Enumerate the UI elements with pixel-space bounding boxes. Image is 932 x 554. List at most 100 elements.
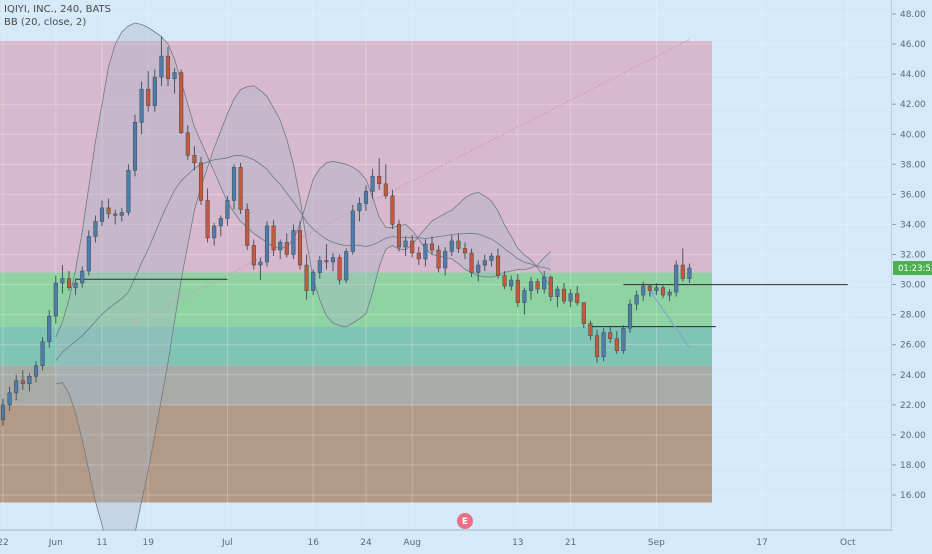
candle xyxy=(469,248,474,278)
candle xyxy=(495,248,501,279)
candle-body xyxy=(542,276,547,290)
candle xyxy=(542,271,547,294)
candle-body xyxy=(198,162,204,201)
price-zone-4 xyxy=(0,404,712,503)
candle xyxy=(561,283,567,305)
candle-body xyxy=(212,225,217,239)
candle-body xyxy=(40,341,45,366)
earnings-marker[interactable]: E xyxy=(457,513,473,529)
candle-body xyxy=(377,176,382,185)
candle-body xyxy=(165,55,171,79)
candle-body xyxy=(489,255,494,261)
candle xyxy=(403,236,408,257)
candle-body xyxy=(324,260,329,263)
candles xyxy=(0,36,692,426)
candle-body xyxy=(581,302,586,324)
candle-body xyxy=(634,294,639,305)
candle-body xyxy=(522,290,527,303)
candle-body xyxy=(0,404,6,421)
candle xyxy=(113,209,118,225)
candle xyxy=(601,328,606,362)
candle xyxy=(588,320,593,341)
time-label: 19 xyxy=(142,538,154,548)
candle xyxy=(205,188,210,243)
candle xyxy=(317,256,322,279)
candle xyxy=(278,239,283,260)
candle-body xyxy=(14,380,19,394)
time-label: 11 xyxy=(96,538,107,548)
candle-body xyxy=(647,285,652,291)
candle-body xyxy=(674,264,679,293)
candle-body xyxy=(172,72,177,79)
bollinger-basis xyxy=(55,155,551,361)
price-label: 38.00 xyxy=(900,160,926,170)
candle-body xyxy=(278,242,283,251)
candle-body xyxy=(159,55,164,78)
price-zone-3 xyxy=(0,365,712,405)
candle-body xyxy=(73,282,78,288)
candle xyxy=(443,246,448,276)
candle-body xyxy=(271,225,276,251)
candle xyxy=(231,164,237,210)
candle-body xyxy=(482,260,487,266)
candle-body xyxy=(80,270,85,284)
candle xyxy=(40,337,45,371)
price-label: 42.00 xyxy=(900,100,926,110)
time-label: Oct xyxy=(840,538,856,548)
bollinger-lower xyxy=(55,85,552,554)
candle xyxy=(198,156,204,205)
candle xyxy=(363,185,369,211)
candle xyxy=(410,234,415,258)
candle-body xyxy=(555,288,560,297)
candle-body xyxy=(330,257,336,263)
candle xyxy=(106,198,111,219)
candle xyxy=(165,47,171,87)
candle-body xyxy=(238,167,243,210)
price-axis[interactable]: 48.00 46.00 44.00 42.00 40.00 38.00 36.00 34.00… xyxy=(892,0,932,550)
drawings[interactable] xyxy=(75,39,848,349)
time-axis[interactable]: 22 Jun 11 19 Jul 16 24 Aug 13 21 Sep 17 Oct xyxy=(0,531,892,550)
candle-body xyxy=(621,327,626,351)
earnings-label: E xyxy=(462,517,468,527)
candle-body xyxy=(53,282,58,317)
candle xyxy=(680,248,685,282)
candle-body xyxy=(113,213,118,216)
indicator-legend[interactable]: BB (20, close, 2) xyxy=(4,17,87,28)
candle xyxy=(660,284,666,299)
candle-body xyxy=(179,72,184,133)
candle xyxy=(47,310,52,348)
candle-body xyxy=(363,191,369,204)
current-price-tag[interactable] xyxy=(893,261,932,276)
arrow-shaft[interactable] xyxy=(649,290,690,349)
price-label: 44.00 xyxy=(900,70,926,80)
candle xyxy=(456,233,461,253)
bollinger-upper xyxy=(55,22,552,338)
candle xyxy=(667,289,672,302)
symbol-title[interactable]: IQIYI, INC., 240, BATS xyxy=(4,4,111,15)
candle xyxy=(535,278,540,294)
price-label: 20.00 xyxy=(900,431,926,441)
time-label: 13 xyxy=(512,538,523,548)
candle xyxy=(20,370,25,390)
price-label: 28.00 xyxy=(900,311,926,321)
price-label: 36.00 xyxy=(900,190,926,200)
candle-body xyxy=(139,88,144,123)
candle-body xyxy=(660,287,666,296)
candle xyxy=(647,284,652,297)
candle-body xyxy=(99,207,105,222)
time-label: Aug xyxy=(403,538,421,548)
candle xyxy=(687,263,692,284)
candle xyxy=(172,68,177,94)
candle xyxy=(251,239,256,270)
candle-body xyxy=(231,167,237,201)
price-label: 24.00 xyxy=(900,371,926,381)
candle xyxy=(344,248,349,284)
candle xyxy=(179,69,184,135)
bollinger-bands xyxy=(55,22,552,554)
earnings-badge[interactable] xyxy=(457,513,473,529)
price-zone-1 xyxy=(0,272,712,327)
candle-body xyxy=(20,380,25,385)
candle-body xyxy=(410,240,415,254)
